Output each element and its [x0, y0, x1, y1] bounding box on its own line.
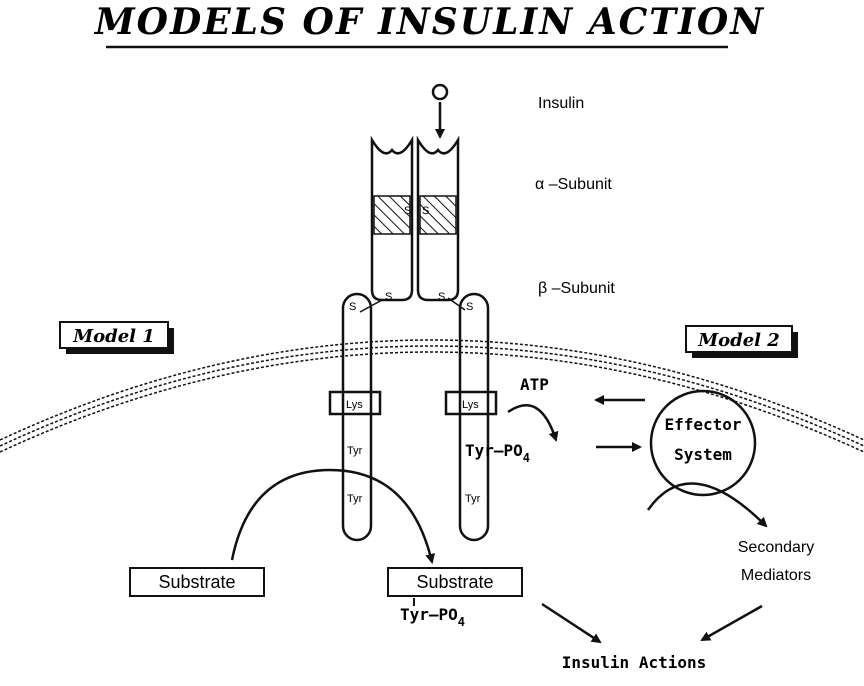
subscript-4: 4	[458, 615, 465, 629]
effector-label-line1: Effector	[664, 415, 741, 434]
disulfide-s-alpha-left: S	[404, 205, 411, 217]
cell-membrane-inner	[0, 351, 864, 453]
disulfide-s-beta-right-2: S	[466, 301, 473, 313]
tyr-label-right-2: Tyr	[465, 493, 481, 505]
alpha-subunit-label: α –Subunit	[535, 176, 612, 193]
disulfide-bond-left	[359, 299, 383, 313]
lys-box-right	[444, 390, 498, 416]
tyr-label-left-2: Tyr	[347, 493, 363, 505]
insulin-molecule-icon	[431, 83, 449, 101]
beta-subunit-left	[341, 292, 373, 542]
effector-system-circle	[649, 389, 757, 497]
tyr-label-left-1: Tyr	[347, 445, 363, 457]
atp-curved-arrow	[507, 404, 559, 442]
substrate-label-left: Substrate	[158, 572, 235, 592]
beta-subunit-label: β –Subunit	[538, 280, 615, 297]
tyr-po4-label-receptor: Tyr–PO4	[465, 441, 530, 465]
lys-label-left: Lys	[346, 399, 363, 411]
substrate-box-left	[129, 567, 265, 597]
substrate-phosphorylation-arrow	[230, 468, 435, 564]
insulin-label: Insulin	[538, 95, 584, 112]
lys-box-left	[328, 390, 382, 416]
substrate-label-right: Substrate	[416, 572, 493, 592]
disulfide-s-beta-left-1: S	[349, 301, 356, 313]
secondary-mediators-line1: Secondary	[738, 539, 815, 556]
subscript-4: 4	[523, 451, 530, 465]
alpha-subunit-right	[416, 135, 460, 302]
effector-label-line2: System	[674, 445, 732, 464]
model-1-label: Model 1	[72, 326, 155, 347]
cell-membrane-middle	[0, 345, 864, 447]
arrow-mediators-to-actions	[700, 604, 763, 642]
tyr-po4-label-substrate: Tyr–PO4	[400, 605, 465, 629]
model-2-box: Model 2	[685, 325, 798, 358]
secondary-mediators-line2: Mediators	[741, 567, 811, 584]
alpha-subunit-left	[370, 135, 414, 302]
lys-label-right: Lys	[462, 399, 479, 411]
atp-label: ATP	[520, 375, 549, 394]
diagram-title: MODELS OF INSULIN ACTION	[93, 1, 765, 43]
disulfide-s-alpha-right: S	[422, 205, 429, 217]
insulin-actions-label: Insulin Actions	[562, 653, 707, 672]
arrow-substrate-to-actions	[541, 602, 602, 644]
disulfide-s-beta-left-2: S	[385, 291, 392, 303]
model-2-label: Model 2	[697, 330, 780, 351]
model-1-box: Model 1	[59, 321, 174, 354]
disulfide-s-beta-right-1: S	[438, 291, 445, 303]
effector-to-mediators-arrow	[646, 482, 768, 528]
disulfide-bond-right	[447, 297, 466, 311]
cell-membrane-outer	[0, 339, 864, 441]
beta-subunit-right	[458, 292, 490, 542]
substrate-box-right	[387, 567, 523, 597]
